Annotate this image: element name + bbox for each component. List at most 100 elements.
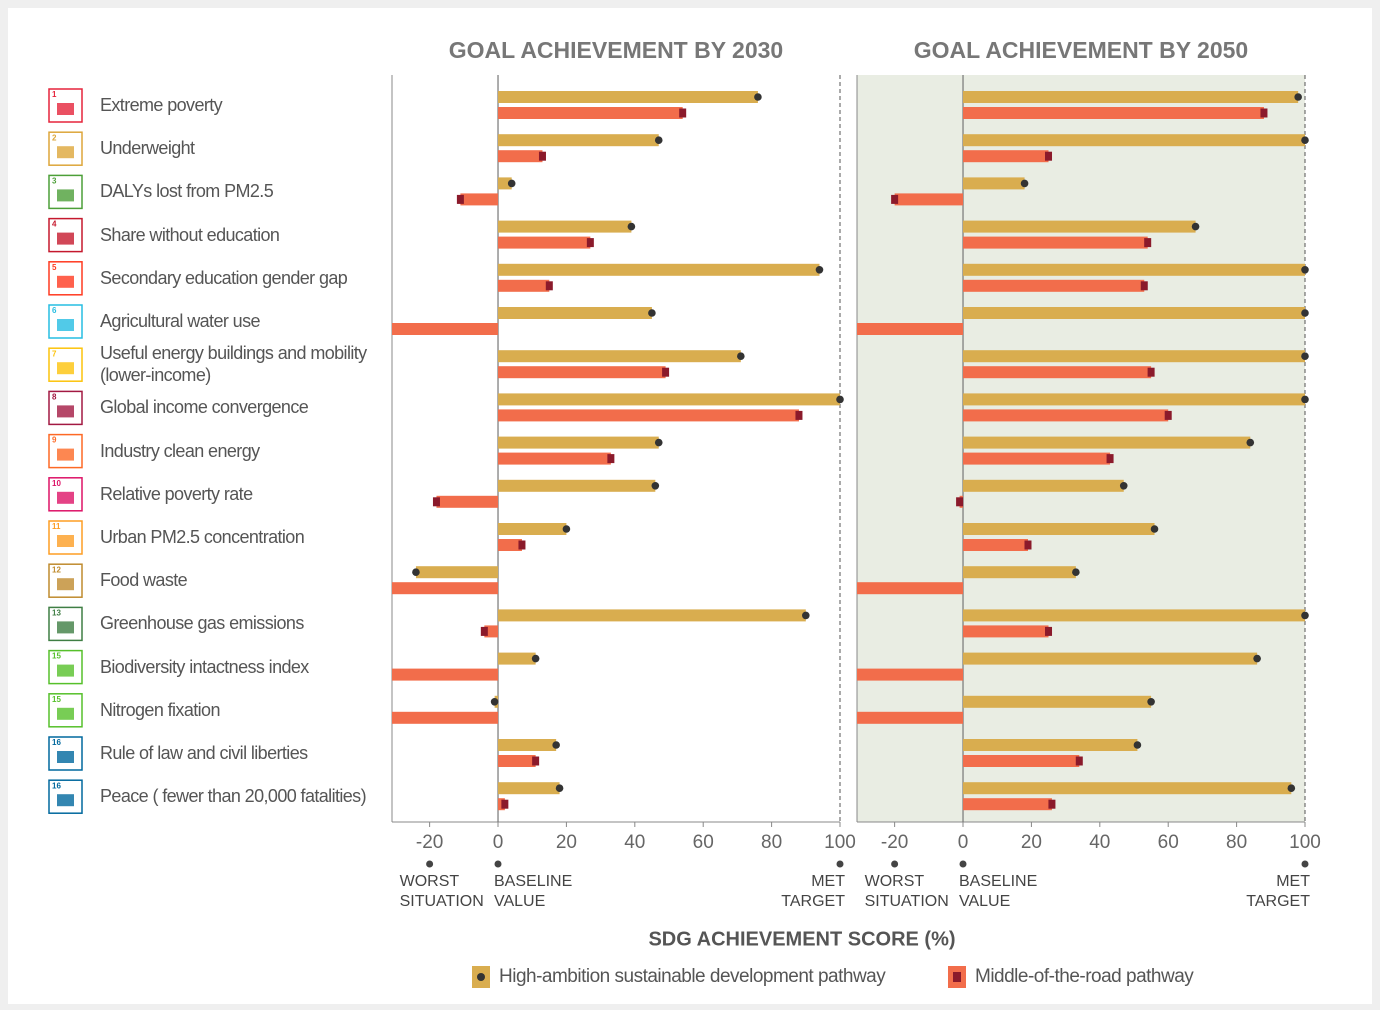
- bar: [498, 755, 536, 767]
- bar: [498, 177, 512, 190]
- x-tick-label: 60: [1158, 832, 1179, 853]
- sdg-number: 8: [52, 393, 57, 402]
- bar-marker: [518, 540, 526, 550]
- x-tick-label: 40: [624, 832, 645, 853]
- bar: [963, 609, 1305, 622]
- row-label: Agricultural water use: [100, 311, 260, 331]
- bar: [963, 695, 1152, 708]
- bar: [498, 652, 536, 665]
- bar-marker: [555, 784, 564, 792]
- sdg-icon: [48, 563, 83, 598]
- bar: [498, 91, 758, 103]
- annotation-dot: [836, 860, 844, 868]
- bar-marker: [802, 611, 810, 620]
- sdg-number: 15: [52, 695, 61, 704]
- bar-marker: [1164, 410, 1172, 420]
- row-label: Underweight: [100, 138, 195, 159]
- sdg-icon-glyph: [57, 146, 74, 159]
- bar-marker: [654, 136, 663, 144]
- bar-marker: [815, 266, 824, 274]
- bar: [963, 350, 1305, 363]
- bar: [415, 566, 499, 579]
- bar: [963, 452, 1111, 465]
- row-label: Secondary education gender gap: [100, 267, 348, 288]
- bar-marker: [1072, 568, 1080, 576]
- bar: [498, 366, 666, 379]
- bar: [963, 107, 1264, 119]
- bar: [498, 739, 557, 751]
- sdg-icon-glyph: [57, 751, 74, 763]
- bar-marker: [891, 194, 899, 204]
- bar: [498, 436, 659, 449]
- bar-marker: [586, 238, 594, 248]
- row-label: Rule of law and civil liberties: [100, 743, 308, 763]
- sdg-icon-glyph: [57, 232, 74, 245]
- sdg-icon-glyph: [57, 707, 74, 720]
- bar: [963, 436, 1251, 449]
- bar: [392, 323, 499, 335]
- bar-marker: [432, 497, 440, 507]
- annotation-label: WORST: [400, 873, 460, 890]
- sdg-number: 11: [52, 522, 61, 531]
- bar-marker: [538, 151, 546, 161]
- sdg-number: 1: [52, 90, 57, 99]
- bar-marker: [1301, 611, 1309, 620]
- sdg-number: 2: [52, 133, 57, 142]
- sdg-icon-glyph: [57, 362, 74, 375]
- bar: [498, 479, 656, 492]
- bar-marker: [795, 410, 803, 420]
- x-tick-label: 80: [1226, 832, 1247, 853]
- bar-marker: [627, 222, 636, 231]
- bar-marker: [654, 438, 663, 447]
- bar-marker: [507, 179, 516, 188]
- x-axis-title: SDG ACHIEVEMENT SCORE (%): [648, 928, 955, 950]
- x-tick-label: 0: [958, 832, 969, 853]
- bar-marker: [1020, 179, 1029, 188]
- sdg-number: 16: [52, 738, 61, 747]
- bar: [963, 652, 1258, 665]
- bar: [963, 782, 1292, 795]
- sdg-number: 12: [52, 565, 61, 574]
- bar-marker: [531, 654, 540, 663]
- bar-marker: [836, 395, 844, 404]
- bar: [392, 711, 499, 724]
- row-label: Relative poverty rate: [100, 483, 253, 504]
- bar-marker: [1045, 151, 1053, 161]
- sdg-icon-glyph: [57, 189, 74, 202]
- bar: [963, 523, 1155, 535]
- row-label: Peace ( fewer than 20,000 fatalities): [100, 786, 367, 807]
- bar-marker: [1260, 108, 1268, 118]
- bar-marker: [1147, 367, 1155, 377]
- bar-marker: [956, 497, 964, 507]
- bar: [963, 393, 1305, 406]
- x-tick-label: 100: [824, 832, 856, 853]
- annotation-label: MET: [811, 873, 845, 890]
- bar: [498, 134, 659, 147]
- annotation-label: TARGET: [781, 893, 845, 910]
- bar: [498, 263, 820, 276]
- bar-marker: [552, 741, 560, 749]
- bar-marker: [1048, 799, 1056, 809]
- annotation-label: WORST: [865, 873, 925, 890]
- bar-marker: [501, 799, 509, 809]
- bar-marker: [651, 482, 660, 490]
- bar-marker: [412, 568, 420, 576]
- annotation-label: BASELINE: [959, 873, 1037, 890]
- bar-marker: [1301, 136, 1309, 144]
- bar: [963, 566, 1076, 579]
- bar: [963, 366, 1152, 379]
- legend-marker: [477, 973, 485, 981]
- bar-marker: [1024, 540, 1032, 550]
- bar-marker: [480, 626, 488, 636]
- row-label: Global income convergence: [100, 397, 309, 418]
- annotation-label: BASELINE: [494, 873, 572, 890]
- legend-marker: [953, 972, 961, 982]
- bar-marker: [662, 367, 670, 377]
- bar: [498, 523, 567, 535]
- annotation-label: SITUATION: [865, 893, 949, 910]
- sdg-icon-glyph: [57, 103, 74, 115]
- bar: [857, 668, 964, 681]
- sdg-icon-glyph: [57, 405, 74, 418]
- row-label: Share without education: [100, 224, 280, 245]
